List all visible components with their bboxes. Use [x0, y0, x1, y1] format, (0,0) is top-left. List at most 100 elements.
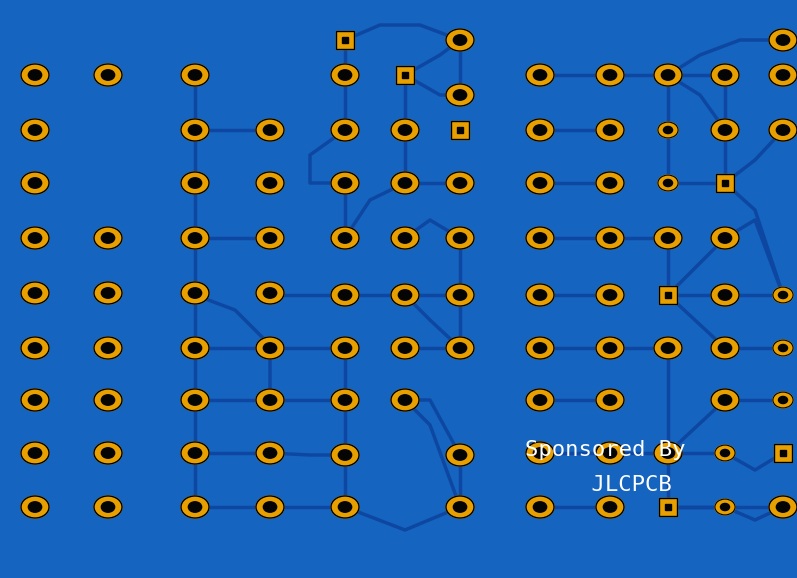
- Ellipse shape: [181, 119, 209, 141]
- Ellipse shape: [603, 343, 617, 353]
- Ellipse shape: [29, 448, 41, 458]
- Ellipse shape: [188, 502, 202, 512]
- Ellipse shape: [446, 337, 474, 359]
- Ellipse shape: [773, 340, 793, 356]
- Bar: [665, 504, 671, 510]
- Ellipse shape: [398, 343, 411, 353]
- Ellipse shape: [391, 119, 419, 141]
- Ellipse shape: [339, 70, 351, 80]
- Ellipse shape: [181, 172, 209, 194]
- Ellipse shape: [711, 337, 739, 359]
- Bar: [396, 66, 414, 84]
- Ellipse shape: [453, 90, 467, 100]
- Ellipse shape: [398, 233, 411, 243]
- Ellipse shape: [331, 496, 359, 518]
- Ellipse shape: [654, 64, 682, 86]
- Ellipse shape: [21, 442, 49, 464]
- Ellipse shape: [181, 282, 209, 304]
- Ellipse shape: [181, 442, 209, 464]
- Ellipse shape: [398, 178, 411, 188]
- Ellipse shape: [398, 395, 411, 405]
- Ellipse shape: [773, 287, 793, 303]
- Ellipse shape: [769, 496, 797, 518]
- Bar: [396, 66, 414, 84]
- Ellipse shape: [711, 64, 739, 86]
- Ellipse shape: [29, 343, 41, 353]
- Ellipse shape: [188, 70, 202, 80]
- Ellipse shape: [263, 233, 277, 243]
- Ellipse shape: [776, 125, 790, 135]
- Bar: [665, 292, 671, 298]
- Ellipse shape: [256, 119, 284, 141]
- Ellipse shape: [769, 119, 797, 141]
- Ellipse shape: [188, 288, 202, 298]
- Ellipse shape: [188, 178, 202, 188]
- Ellipse shape: [596, 64, 624, 86]
- Ellipse shape: [181, 227, 209, 249]
- Ellipse shape: [263, 178, 277, 188]
- Ellipse shape: [446, 284, 474, 306]
- Ellipse shape: [29, 502, 41, 512]
- Bar: [716, 174, 734, 192]
- Ellipse shape: [181, 496, 209, 518]
- Ellipse shape: [339, 343, 351, 353]
- Ellipse shape: [21, 282, 49, 304]
- Ellipse shape: [188, 125, 202, 135]
- Ellipse shape: [331, 119, 359, 141]
- Ellipse shape: [29, 395, 41, 405]
- Ellipse shape: [339, 125, 351, 135]
- Bar: [774, 444, 792, 462]
- Ellipse shape: [453, 178, 467, 188]
- Ellipse shape: [21, 64, 49, 86]
- Bar: [716, 174, 734, 192]
- Ellipse shape: [256, 389, 284, 411]
- Ellipse shape: [715, 445, 735, 461]
- Ellipse shape: [663, 127, 673, 134]
- Ellipse shape: [533, 290, 547, 300]
- Ellipse shape: [711, 119, 739, 141]
- Ellipse shape: [21, 172, 49, 194]
- Ellipse shape: [526, 442, 554, 464]
- Ellipse shape: [526, 389, 554, 411]
- Ellipse shape: [398, 125, 411, 135]
- Ellipse shape: [715, 499, 735, 515]
- Ellipse shape: [596, 119, 624, 141]
- Ellipse shape: [331, 284, 359, 306]
- Bar: [659, 498, 677, 516]
- Ellipse shape: [533, 125, 547, 135]
- Bar: [402, 72, 408, 78]
- Ellipse shape: [718, 70, 732, 80]
- Ellipse shape: [339, 450, 351, 460]
- Ellipse shape: [533, 178, 547, 188]
- Ellipse shape: [596, 496, 624, 518]
- Ellipse shape: [654, 337, 682, 359]
- Ellipse shape: [256, 227, 284, 249]
- Ellipse shape: [779, 291, 787, 299]
- Ellipse shape: [718, 125, 732, 135]
- Ellipse shape: [603, 448, 617, 458]
- Ellipse shape: [181, 64, 209, 86]
- Ellipse shape: [603, 233, 617, 243]
- Ellipse shape: [526, 284, 554, 306]
- Text: JLCPCB: JLCPCB: [538, 475, 672, 495]
- Ellipse shape: [331, 389, 359, 411]
- Ellipse shape: [101, 233, 115, 243]
- Bar: [780, 450, 786, 456]
- Ellipse shape: [526, 172, 554, 194]
- Ellipse shape: [603, 290, 617, 300]
- Ellipse shape: [596, 442, 624, 464]
- Ellipse shape: [779, 344, 787, 351]
- Ellipse shape: [29, 70, 41, 80]
- Ellipse shape: [446, 172, 474, 194]
- Ellipse shape: [596, 227, 624, 249]
- Ellipse shape: [391, 172, 419, 194]
- Ellipse shape: [769, 29, 797, 51]
- Ellipse shape: [779, 397, 787, 403]
- Ellipse shape: [596, 337, 624, 359]
- Ellipse shape: [391, 389, 419, 411]
- Ellipse shape: [101, 343, 115, 353]
- Ellipse shape: [776, 70, 790, 80]
- Ellipse shape: [453, 233, 467, 243]
- Ellipse shape: [711, 389, 739, 411]
- Ellipse shape: [21, 227, 49, 249]
